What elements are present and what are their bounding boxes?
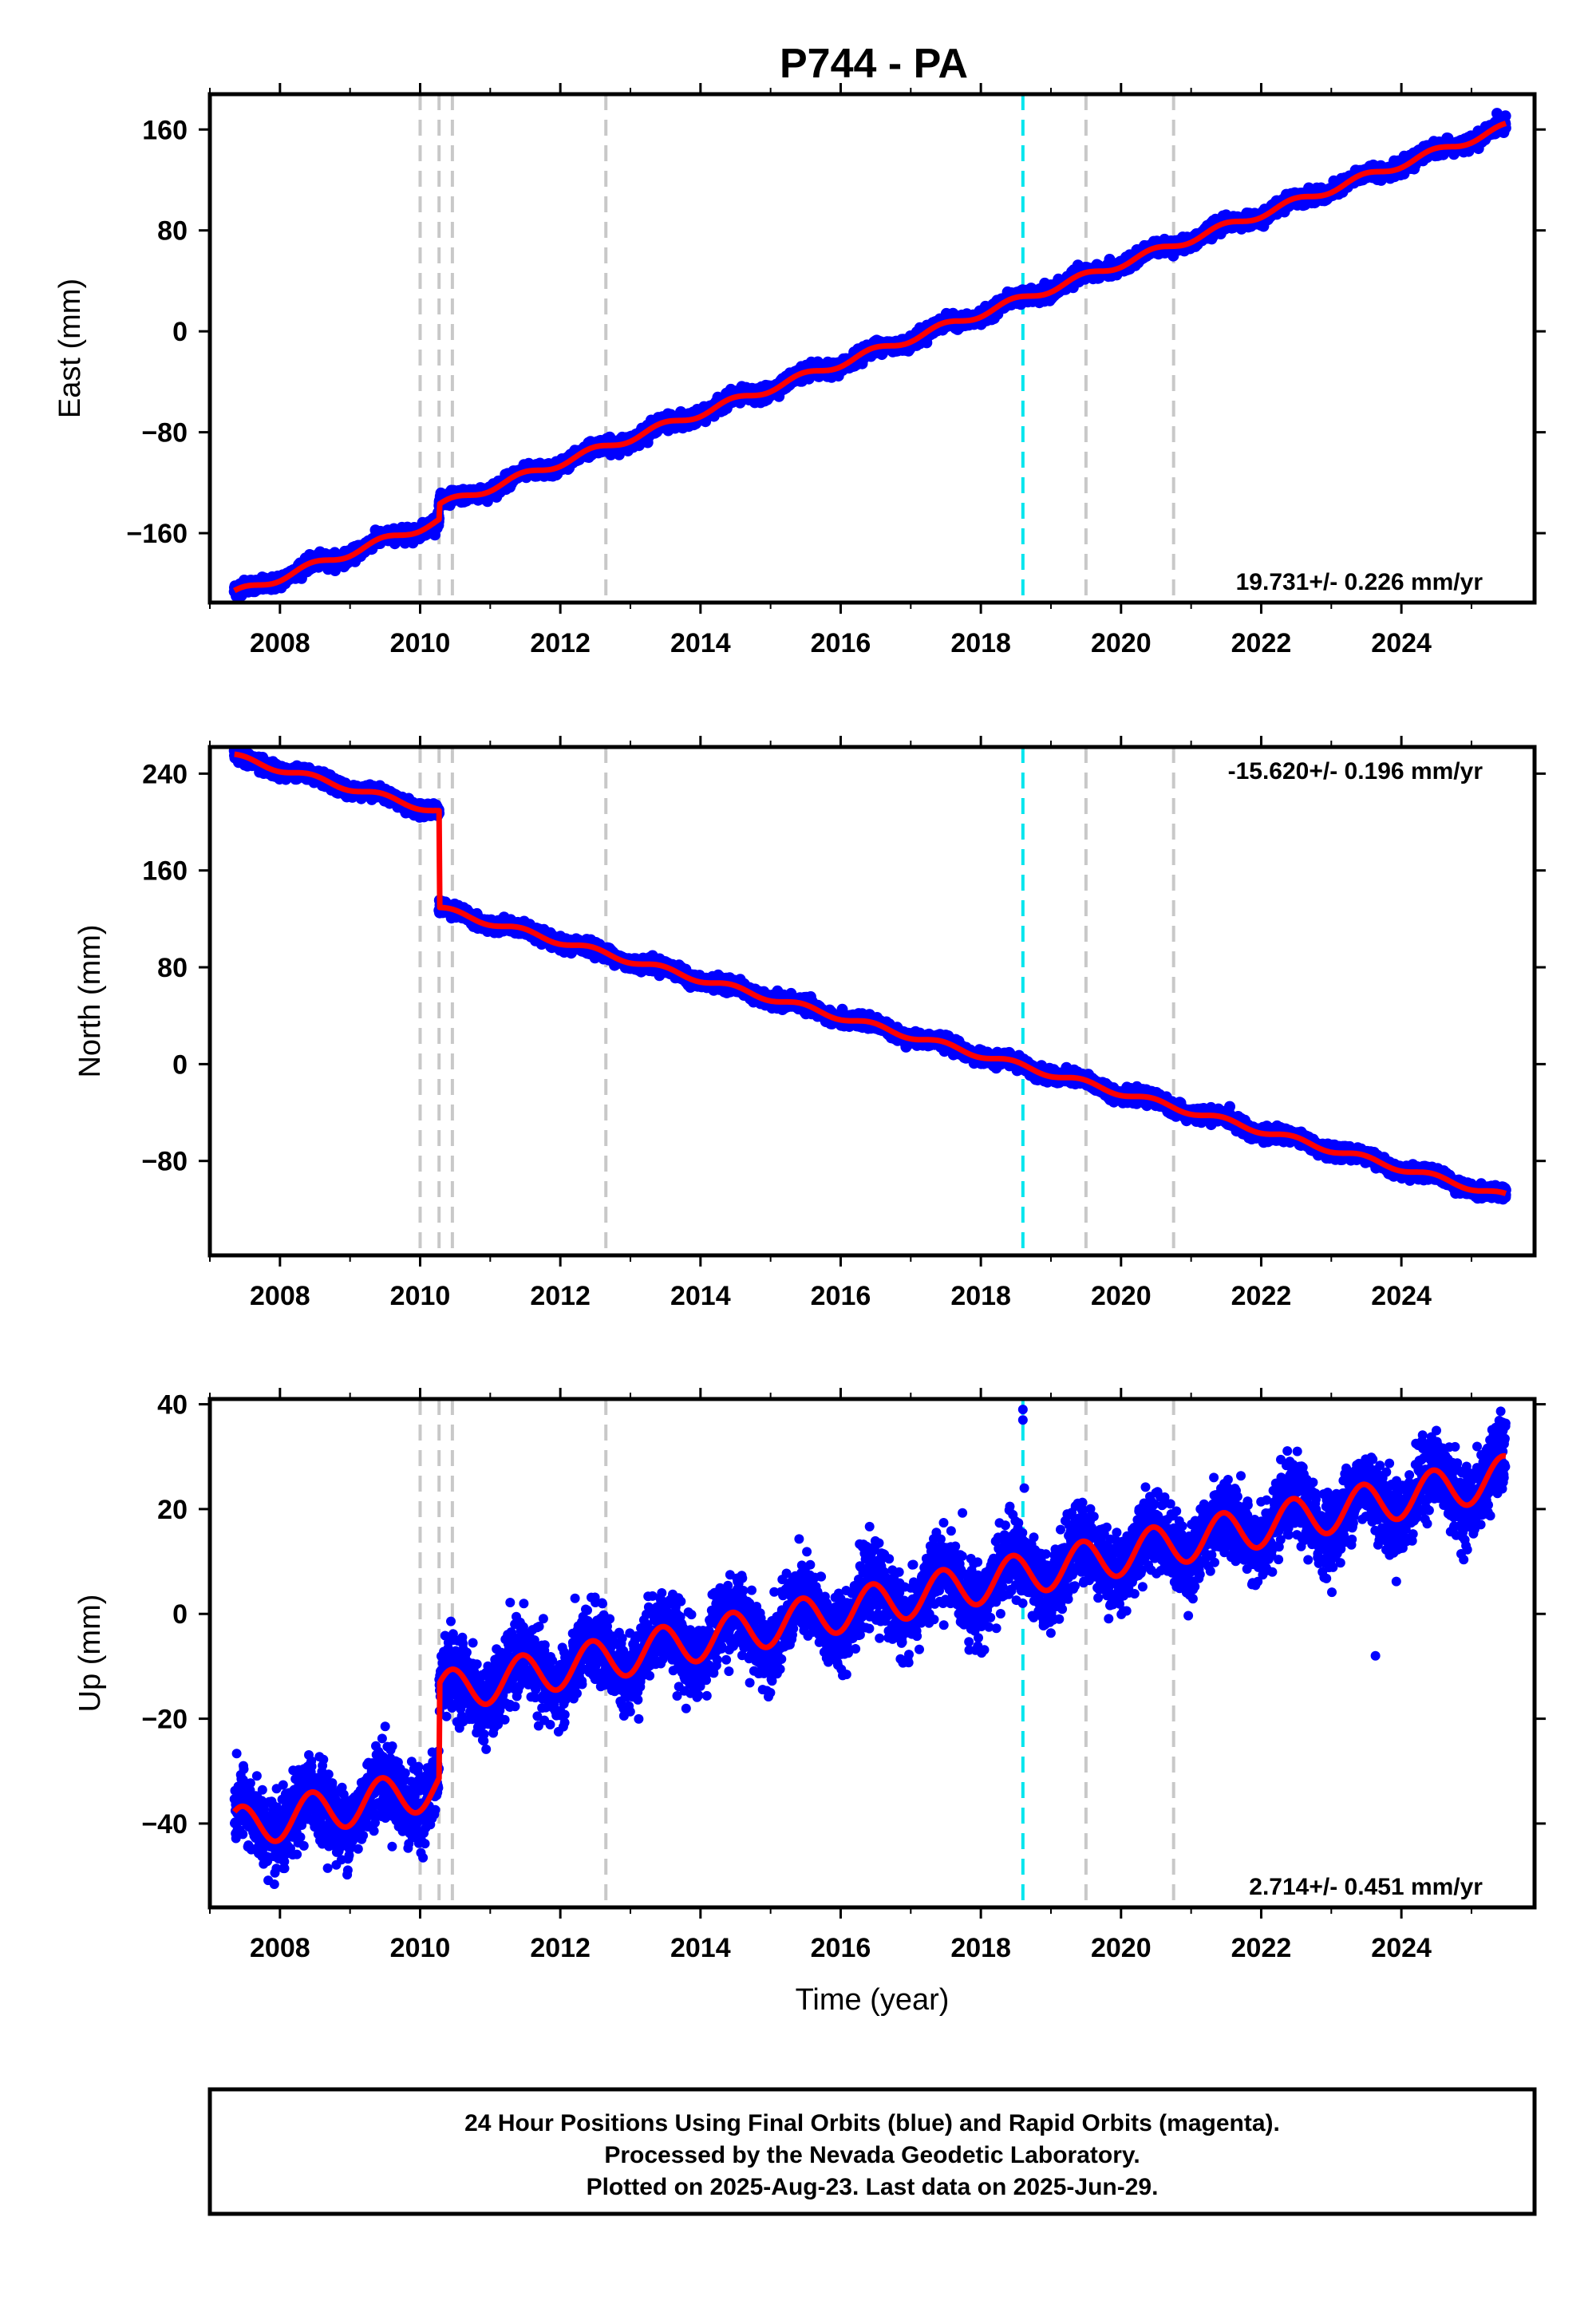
figure-title: P744 - PA	[780, 41, 968, 87]
east-panel: 2008 2010 2012 2014 2016 2018 2020 2022 2024−160…	[53, 83, 1546, 658]
